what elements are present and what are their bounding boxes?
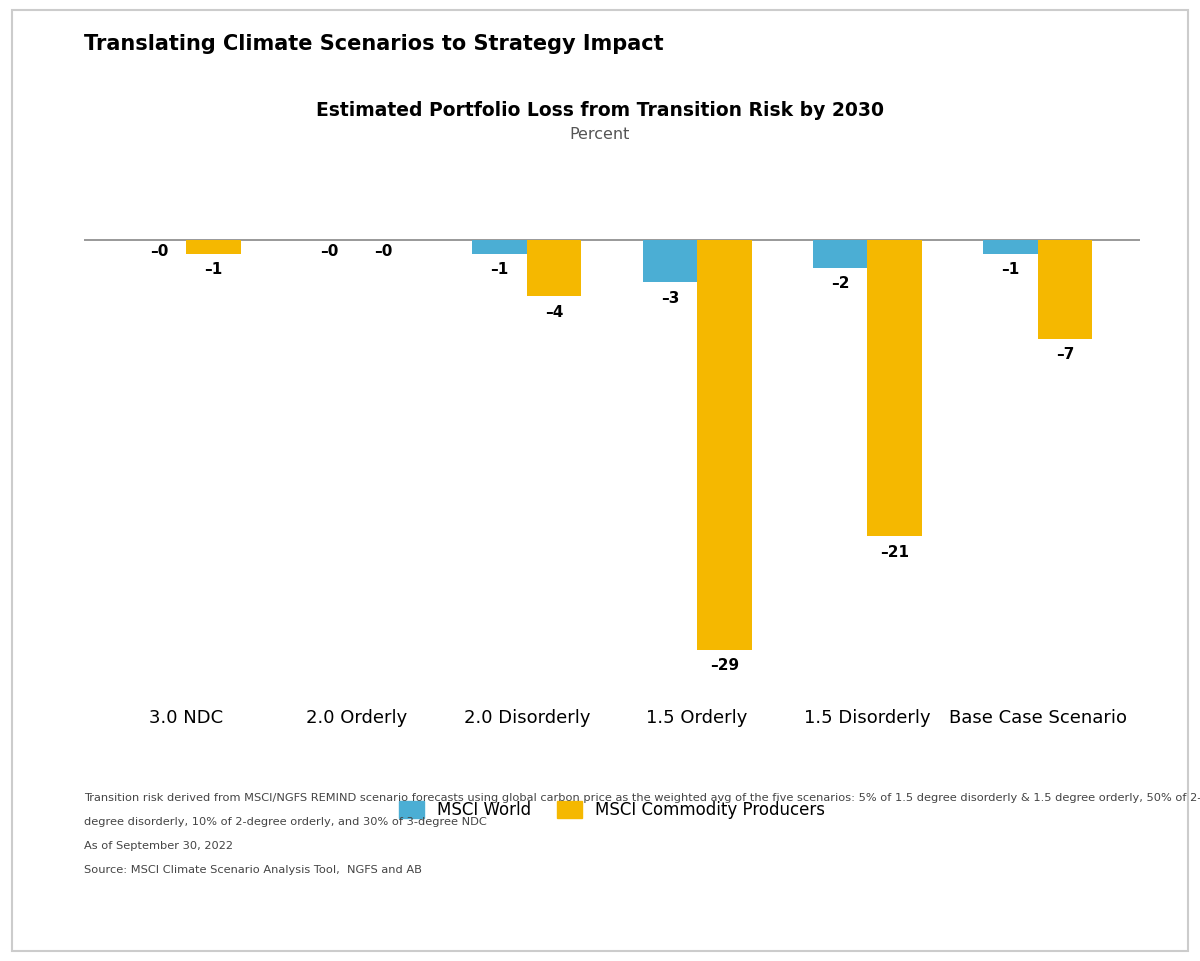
Text: Percent: Percent	[570, 127, 630, 142]
Text: Translating Climate Scenarios to Strategy Impact: Translating Climate Scenarios to Strateg…	[84, 34, 664, 54]
Text: –3: –3	[661, 290, 679, 306]
Bar	[1038, 239, 1092, 338]
Bar	[643, 239, 697, 283]
Text: –29: –29	[710, 658, 739, 673]
Text: Source: MSCI Climate Scenario Analysis Tool,  NGFS and AB: Source: MSCI Climate Scenario Analysis T…	[84, 865, 422, 875]
Text: –7: –7	[1056, 347, 1074, 362]
Legend: MSCI World, MSCI Commodity Producers: MSCI World, MSCI Commodity Producers	[391, 793, 833, 827]
Text: –21: –21	[881, 545, 910, 560]
Text: –4: –4	[545, 305, 563, 320]
Text: –0: –0	[320, 244, 338, 259]
Text: –0: –0	[374, 244, 392, 259]
Text: –1: –1	[204, 262, 222, 278]
Text: As of September 30, 2022: As of September 30, 2022	[84, 841, 233, 850]
Text: Estimated Portfolio Loss from Transition Risk by 2030: Estimated Portfolio Loss from Transition…	[316, 101, 884, 120]
Text: –1: –1	[1002, 262, 1020, 278]
Bar	[868, 239, 922, 536]
Bar	[697, 239, 751, 650]
Bar	[186, 239, 241, 254]
Bar	[527, 239, 581, 296]
Bar	[473, 239, 527, 254]
Text: –0: –0	[150, 244, 168, 259]
Text: Transition risk derived from MSCI/NGFS REMIND scenario forecasts using global ca: Transition risk derived from MSCI/NGFS R…	[84, 793, 1200, 802]
Text: –2: –2	[830, 277, 850, 291]
Text: –1: –1	[491, 262, 509, 278]
Bar	[812, 239, 868, 268]
Bar	[983, 239, 1038, 254]
Text: degree disorderly, 10% of 2-degree orderly, and 30% of 3-degree NDC: degree disorderly, 10% of 2-degree order…	[84, 817, 487, 826]
